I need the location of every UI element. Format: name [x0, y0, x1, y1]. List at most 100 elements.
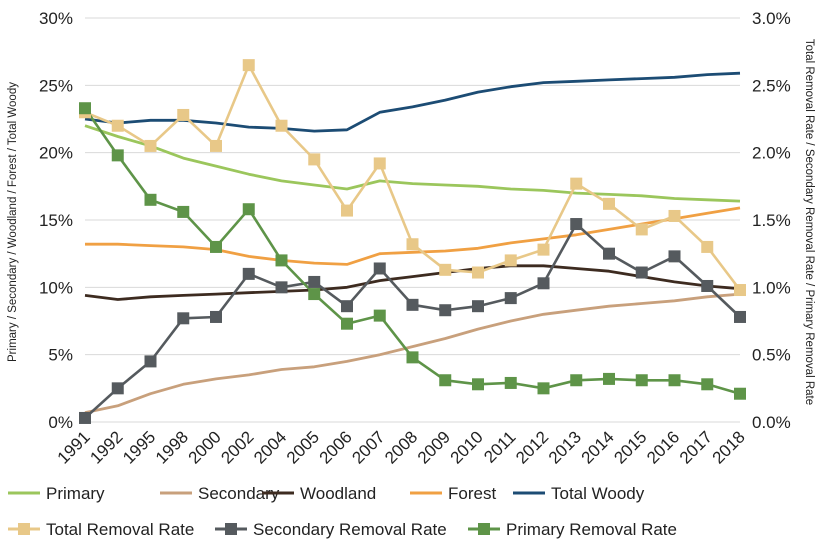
- point-secondary-removal-rate: [111, 382, 124, 395]
- x-tick-label: 2008: [381, 427, 421, 467]
- point-primary-removal-rate: [439, 374, 452, 387]
- point-primary-removal-rate: [341, 317, 353, 330]
- x-tick-label: 2016: [643, 427, 683, 467]
- point-primary-removal-rate: [177, 205, 190, 218]
- right-axis-title: Total Removal Rate / Secondary Removal R…: [803, 39, 815, 405]
- x-tick-label: 2018: [709, 427, 749, 467]
- point-total-removal-rate: [668, 209, 681, 222]
- point-secondary-removal-rate: [504, 292, 517, 305]
- point-secondary-removal-rate: [177, 312, 190, 325]
- point-primary-removal-rate: [79, 102, 91, 115]
- series-line-primary: [84, 124, 741, 203]
- point-primary-removal-rate: [668, 374, 681, 387]
- legend-label-total-woody: Total Woody: [551, 484, 645, 503]
- left-tick-label: 20%: [39, 144, 73, 163]
- point-secondary-removal-rate: [603, 247, 615, 260]
- point-secondary-removal-rate: [373, 262, 386, 275]
- right-axis-ticks: 0.0% 0.5% 1.0% 1.5% 2.0% 2.5% 3.0%: [752, 9, 791, 432]
- legend-label-secondary: Secondary: [198, 484, 280, 503]
- point-total-removal-rate: [341, 204, 353, 217]
- legend-label-primary-removal-rate: Primary Removal Rate: [506, 520, 677, 539]
- right-tick-label: 3.0%: [752, 9, 791, 28]
- left-tick-label: 5%: [48, 346, 73, 365]
- point-secondary-removal-rate: [144, 355, 157, 368]
- point-total-removal-rate: [537, 243, 550, 256]
- point-secondary-removal-rate: [275, 281, 288, 294]
- point-total-removal-rate: [603, 197, 615, 210]
- point-total-removal-rate: [406, 238, 419, 251]
- right-tick-label: 0.5%: [752, 346, 791, 365]
- left-tick-label: 30%: [39, 9, 73, 28]
- series-markers: [79, 59, 746, 424]
- point-primary-removal-rate: [144, 193, 157, 206]
- point-total-removal-rate: [275, 119, 288, 132]
- point-primary-removal-rate: [701, 378, 714, 391]
- point-secondary-removal-rate: [472, 300, 484, 313]
- point-total-removal-rate: [111, 119, 124, 132]
- point-primary-removal-rate: [111, 149, 124, 162]
- legend-marker-secondary-removal-rate: [225, 523, 237, 535]
- left-tick-label: 15%: [39, 211, 73, 230]
- point-secondary-removal-rate: [734, 310, 746, 323]
- point-total-removal-rate: [242, 59, 255, 72]
- point-primary-removal-rate: [570, 374, 583, 387]
- point-secondary-removal-rate: [701, 279, 714, 292]
- legend-label-woodland: Woodland: [300, 484, 376, 503]
- point-primary-removal-rate: [504, 376, 517, 389]
- x-tick-label: 2015: [610, 427, 650, 467]
- point-total-removal-rate: [373, 157, 386, 170]
- point-total-removal-rate: [210, 139, 222, 152]
- legend-label-primary: Primary: [46, 484, 105, 503]
- point-primary-removal-rate: [472, 378, 484, 391]
- x-tick-label: 1992: [86, 427, 126, 467]
- x-axis-ticks: 1991199219951998200020022004200520062007…: [54, 427, 749, 467]
- series-line-total-woody: [84, 71, 741, 133]
- right-tick-label: 2.5%: [752, 76, 791, 95]
- x-tick-label: 2012: [512, 427, 552, 467]
- right-tick-label: 2.0%: [752, 144, 791, 163]
- point-primary-removal-rate: [635, 374, 648, 387]
- point-total-removal-rate: [734, 284, 746, 297]
- x-tick-label: 2013: [545, 427, 585, 467]
- point-secondary-removal-rate: [635, 266, 648, 279]
- point-primary-removal-rate: [406, 351, 419, 364]
- point-secondary-removal-rate: [242, 267, 255, 280]
- x-tick-label: 2004: [250, 427, 290, 467]
- left-tick-label: 25%: [39, 76, 73, 95]
- left-axis-ticks: 0% 5% 10% 15% 20% 25% 30%: [39, 9, 73, 432]
- point-primary-removal-rate: [308, 288, 321, 301]
- left-tick-label: 10%: [39, 278, 73, 297]
- point-secondary-removal-rate: [439, 304, 452, 317]
- legend: Primary Secondary Woodland Forest Total Wood…: [8, 484, 677, 539]
- point-total-removal-rate: [504, 254, 517, 267]
- point-primary-removal-rate: [373, 309, 386, 322]
- series-line-forest: [85, 206, 741, 266]
- legend-marker-primary-removal-rate: [478, 523, 490, 535]
- legend-marker-total-removal-rate: [18, 523, 30, 535]
- point-total-removal-rate: [177, 108, 190, 121]
- x-tick-label: 1995: [119, 427, 159, 467]
- point-total-removal-rate: [144, 139, 157, 152]
- series-line-woodland: [84, 264, 741, 301]
- point-secondary-removal-rate: [308, 275, 321, 288]
- right-tick-label: 1.5%: [752, 211, 791, 230]
- point-total-removal-rate: [701, 240, 714, 253]
- point-secondary-removal-rate: [668, 250, 681, 263]
- point-total-removal-rate: [308, 153, 321, 166]
- x-tick-label: 1998: [152, 427, 192, 467]
- x-tick-label: 2014: [578, 427, 618, 467]
- point-total-removal-rate: [439, 263, 452, 276]
- x-tick-label: 2006: [316, 427, 356, 467]
- x-tick-label: 1991: [54, 427, 94, 467]
- point-secondary-removal-rate: [406, 298, 419, 311]
- series-line-total-removal-rate: [84, 63, 742, 291]
- x-tick-label: 2009: [414, 427, 454, 467]
- legend-label-forest: Forest: [448, 484, 496, 503]
- point-primary-removal-rate: [275, 254, 288, 267]
- x-tick-label: 2011: [480, 427, 519, 466]
- x-tick-label: 2017: [676, 427, 716, 467]
- grid-lines: [85, 17, 740, 423]
- point-primary-removal-rate: [537, 382, 550, 395]
- point-total-removal-rate: [635, 223, 648, 236]
